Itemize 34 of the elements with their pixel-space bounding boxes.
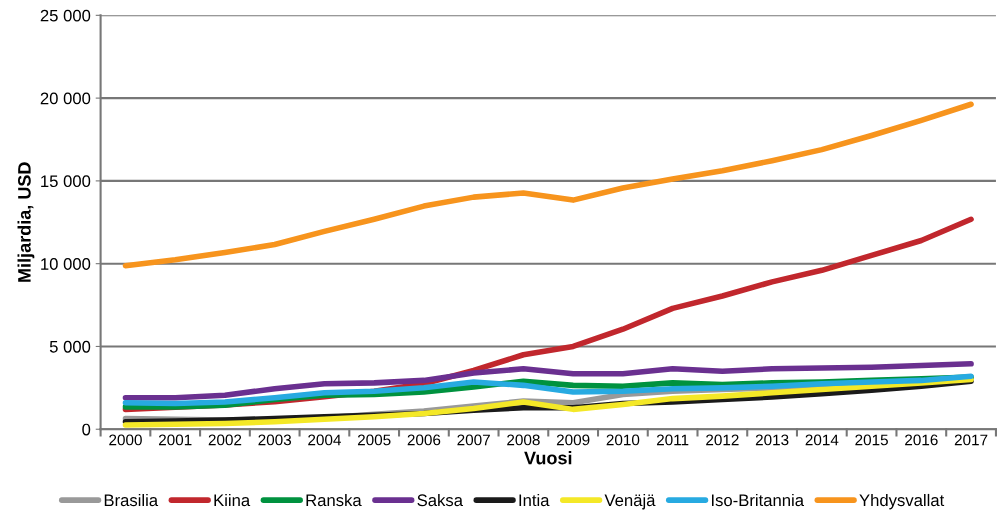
y-axis-title: Miljardia, USD <box>17 162 35 282</box>
legend-label: Intia <box>519 493 550 507</box>
x-tick-label: 2002 <box>208 434 242 446</box>
x-tick-label: 2016 <box>905 434 938 446</box>
x-tick-label: 2004 <box>308 434 341 446</box>
y-tick-label: 0 <box>82 423 91 436</box>
y-tick-label: 15 000 <box>41 175 91 188</box>
x-tick-label: 2014 <box>805 434 839 446</box>
legend-label: Saksa <box>417 493 463 507</box>
y-tick-label: 5 000 <box>49 340 91 353</box>
y-tick-label: 25 000 <box>40 9 91 22</box>
x-axis-title: Vuosi <box>524 451 572 465</box>
legend-label: Brasilia <box>104 493 159 507</box>
y-tick-label: 10 000 <box>41 258 91 270</box>
x-tick-label: 2012 <box>706 434 739 446</box>
x-tick-label: 2003 <box>258 434 292 446</box>
y-tick-label: 20 000 <box>40 92 91 105</box>
x-tick-label: 2000 <box>109 434 142 446</box>
x-tick-label: 2001 <box>158 434 192 446</box>
x-tick-label: 2010 <box>606 434 640 446</box>
legend-label: Ranska <box>306 493 362 507</box>
x-tick-label: 2008 <box>507 434 540 446</box>
x-tick-label: 2005 <box>357 434 391 446</box>
x-tick-label: 2007 <box>457 434 490 446</box>
legend-label: Iso-Britannia <box>711 493 805 507</box>
x-tick-label: 2017 <box>954 434 988 446</box>
x-tick-label: 2009 <box>556 434 590 446</box>
x-tick-label: 2011 <box>656 434 689 446</box>
legend-label: Venäjä <box>604 493 656 510</box>
legend-label: Kiina <box>214 493 251 507</box>
x-tick-label: 2006 <box>407 434 441 446</box>
x-tick-label: 2015 <box>855 434 888 446</box>
legend-label: Yhdysvallat <box>859 493 945 510</box>
x-tick-label: 2013 <box>755 434 789 446</box>
